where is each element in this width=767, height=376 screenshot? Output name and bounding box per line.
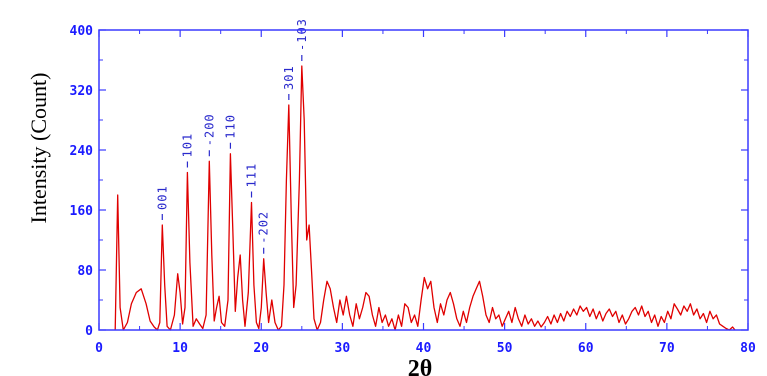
x-tick-label-6: 60 [578,341,594,356]
y-tick-label-5: 400 [70,24,94,39]
x-tick-label-4: 40 [416,341,432,356]
series-layer [114,65,736,331]
y-tick-label-2: 160 [70,204,94,219]
x-tick-label-8: 80 [740,341,756,356]
peak-label-4: 111 [245,163,259,188]
peak-label-7: -103 [295,18,309,51]
peak-label-5: -202 [257,211,271,244]
y-tick-label-3: 240 [70,144,94,159]
peak-annotation-layer: 001 101 -200 110 111 -202 301 -103 [155,18,309,254]
x-axis-label: 2θ [408,356,433,376]
x-tick-label-0: 0 [95,341,103,356]
y-tick-label-0: 0 [85,324,93,339]
peak-label-2: -200 [202,113,216,146]
y-axis-label: Intensity (Count) [26,73,51,224]
peak-label-1: 101 [180,133,194,158]
x-tick-label-5: 50 [497,341,513,356]
axis-layer: 0 10 20 30 40 50 60 70 80 0 80 160 240 320 400 [70,24,756,356]
series-line-0 [114,65,736,331]
peak-label-3: 110 [223,114,237,139]
x-tick-label-2: 20 [253,341,269,356]
y-tick-label-4: 320 [70,84,94,99]
x-tick-label-7: 70 [659,341,675,356]
x-tick-label-1: 10 [172,341,188,356]
y-tick-label-1: 80 [77,264,93,279]
peak-label-6: 301 [282,65,296,90]
x-tick-label-3: 30 [335,341,351,356]
peak-label-0: 001 [155,185,169,210]
